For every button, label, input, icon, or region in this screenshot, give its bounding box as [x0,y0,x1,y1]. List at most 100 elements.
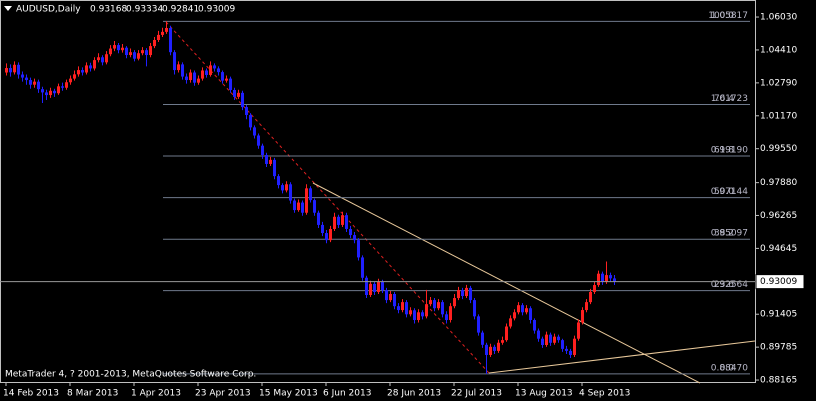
candle-body [257,135,260,146]
candle-body [93,60,96,69]
y-tick-label: 0.96265 [760,211,797,221]
candle-body [41,89,44,93]
candle-body [325,233,328,241]
candle-body [497,342,500,351]
candle-body [433,300,436,309]
candle-body [285,184,288,191]
candle-body [569,350,572,355]
x-tick-label: 14 Feb 2013 [3,389,59,399]
candle-body [277,176,280,186]
candle-body [329,228,332,241]
x-tick-label: 28 Jun 2013 [387,389,441,399]
candle-body [517,305,520,313]
candle-body [65,82,68,88]
candle-body [53,90,56,94]
candle-body [581,310,584,323]
candle-body [477,316,480,333]
candle-body [269,159,272,164]
fibonacci-trend-line [165,21,490,374]
candle-body [213,65,216,69]
x-tick-label: 15 May 2013 [259,389,318,399]
y-tick-label: 1.01170 [760,111,797,121]
candle-body [13,64,16,73]
candle-body [185,76,188,81]
candle-body [289,184,292,201]
candle-body [397,306,400,311]
fibonacci-price: 0.97144 [711,187,748,197]
candle-body [265,155,268,164]
candle-body [509,318,512,327]
plot-layer: 1.06030 1.04410 1.02790 1.01170 0.99550 0.978… [0,11,797,399]
y-tick-label: 0.89785 [760,343,797,353]
candle-body [17,64,20,75]
candle-body [529,308,532,321]
plot-border [0,0,756,383]
candle-body [465,287,468,297]
trend-line [488,340,756,374]
candle-body [389,293,392,301]
candle-body [85,65,88,73]
candle-body [385,290,388,301]
candle-body [377,281,380,292]
fibonacci-price: 0.88470 [711,363,748,373]
candle-body [333,216,336,229]
candle-body [201,70,204,79]
fibonacci-price: 0.99190 [711,146,748,156]
header-low: 0.92841 [162,5,199,15]
candle-body [369,283,372,296]
fibonacci-ratio: 38.2 [714,229,734,239]
candle-body [145,50,148,56]
candle-body [253,127,256,136]
fibonacci-price: 1.01723 [711,94,748,104]
candle-body [585,302,588,311]
candle-body [217,68,220,73]
symbol-title: AUDUSD,Daily [16,5,81,15]
candle-body [449,306,452,321]
candle-body [141,50,144,54]
candle-body [589,291,592,303]
current-price-label: 0.93009 [760,277,797,287]
candle-body [9,68,12,73]
candle-body [501,340,504,343]
candle-body [421,312,424,317]
candle-body [353,235,356,241]
fibonacci-price: 1.05817 [711,11,748,21]
fibonacci-ratio: 50.0 [714,187,734,197]
candle-body [113,45,116,49]
candle-body [137,53,140,59]
candle-body [149,46,152,56]
candle-body [225,78,228,81]
candle-body [457,290,460,299]
candle-body [317,212,320,225]
candle-body [573,338,576,355]
candle-body [245,107,248,115]
candle-body [25,77,28,81]
candle-body [61,86,64,88]
fibonacci-ratio: 61.8 [714,146,734,156]
candle-body [521,305,524,313]
candle-body [157,34,160,40]
candle-body [525,308,528,313]
candle-body [337,216,340,225]
fibonacci-price: 0.95097 [711,229,748,239]
footer: MetaTrader 4, ? 2001-2013, MetaQuotes So… [5,370,256,380]
candle-body [545,334,548,346]
candle-body [209,65,212,75]
candle-body [81,70,84,73]
candle-body [297,202,300,211]
candle-body [237,92,240,97]
candle-body [293,200,296,211]
candle-body [549,334,552,343]
candle-body [445,314,448,321]
fibonacci-ratio: 0.0 [720,363,735,373]
candle-body [197,78,200,83]
y-tick-label: 0.88165 [760,376,797,386]
fibonacci-ratio: 100.0 [708,11,734,21]
candle-body [129,52,132,56]
candle-body [205,70,208,75]
x-tick-label: 1 Apr 2013 [131,389,181,399]
candle-body [601,273,604,282]
candle-body [541,338,544,346]
menu-triangle[interactable] [4,6,12,11]
